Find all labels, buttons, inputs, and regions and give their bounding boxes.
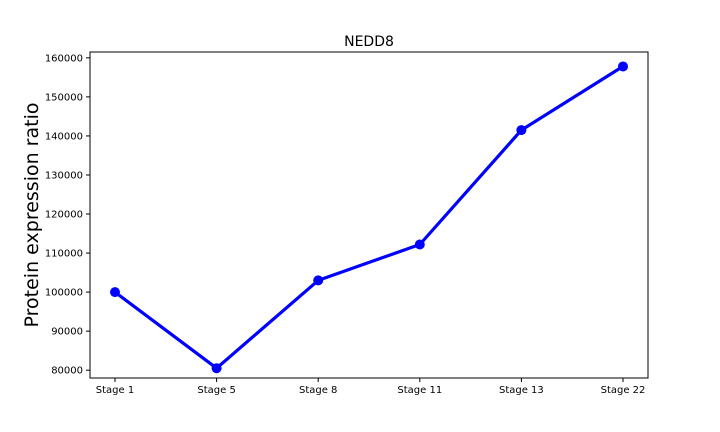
x-tick-label: Stage 8 bbox=[299, 385, 337, 396]
y-tick-label: 100000 bbox=[45, 288, 83, 299]
y-tick-label: 130000 bbox=[45, 170, 83, 181]
y-tick-label: 140000 bbox=[45, 131, 83, 142]
y-axis-label: Protein expression ratio bbox=[21, 103, 43, 328]
y-tick-label: 80000 bbox=[51, 366, 83, 377]
x-tick-label: Stage 13 bbox=[499, 385, 544, 396]
data-point bbox=[414, 239, 425, 250]
y-axis: 80000 90000 100000 110000 120000 130000 140000… bbox=[45, 53, 90, 377]
series-line bbox=[114, 65, 624, 370]
series-layer bbox=[110, 61, 628, 374]
x-tick-label: Stage 22 bbox=[601, 385, 646, 396]
y-tick-label: 120000 bbox=[45, 210, 83, 221]
x-tick-label: Stage 5 bbox=[197, 385, 235, 396]
data-point bbox=[516, 125, 527, 136]
y-tick-label: 90000 bbox=[51, 327, 83, 338]
y-tick-label: 110000 bbox=[45, 249, 83, 260]
data-point bbox=[618, 61, 628, 72]
data-point bbox=[313, 275, 324, 286]
chart-title: NEDD8 bbox=[344, 34, 394, 50]
y-tick-label: 160000 bbox=[45, 53, 83, 64]
y-tick-label: 150000 bbox=[45, 92, 83, 103]
plot-frame bbox=[89, 51, 649, 379]
x-axis: Stage 1 Stage 5 Stage 8 Stage 11 Stage 13 Sta… bbox=[96, 378, 646, 396]
data-point bbox=[211, 363, 222, 374]
data-point bbox=[110, 287, 120, 298]
x-tick-label: Stage 11 bbox=[397, 385, 442, 396]
x-tick-label: Stage 1 bbox=[96, 385, 134, 396]
